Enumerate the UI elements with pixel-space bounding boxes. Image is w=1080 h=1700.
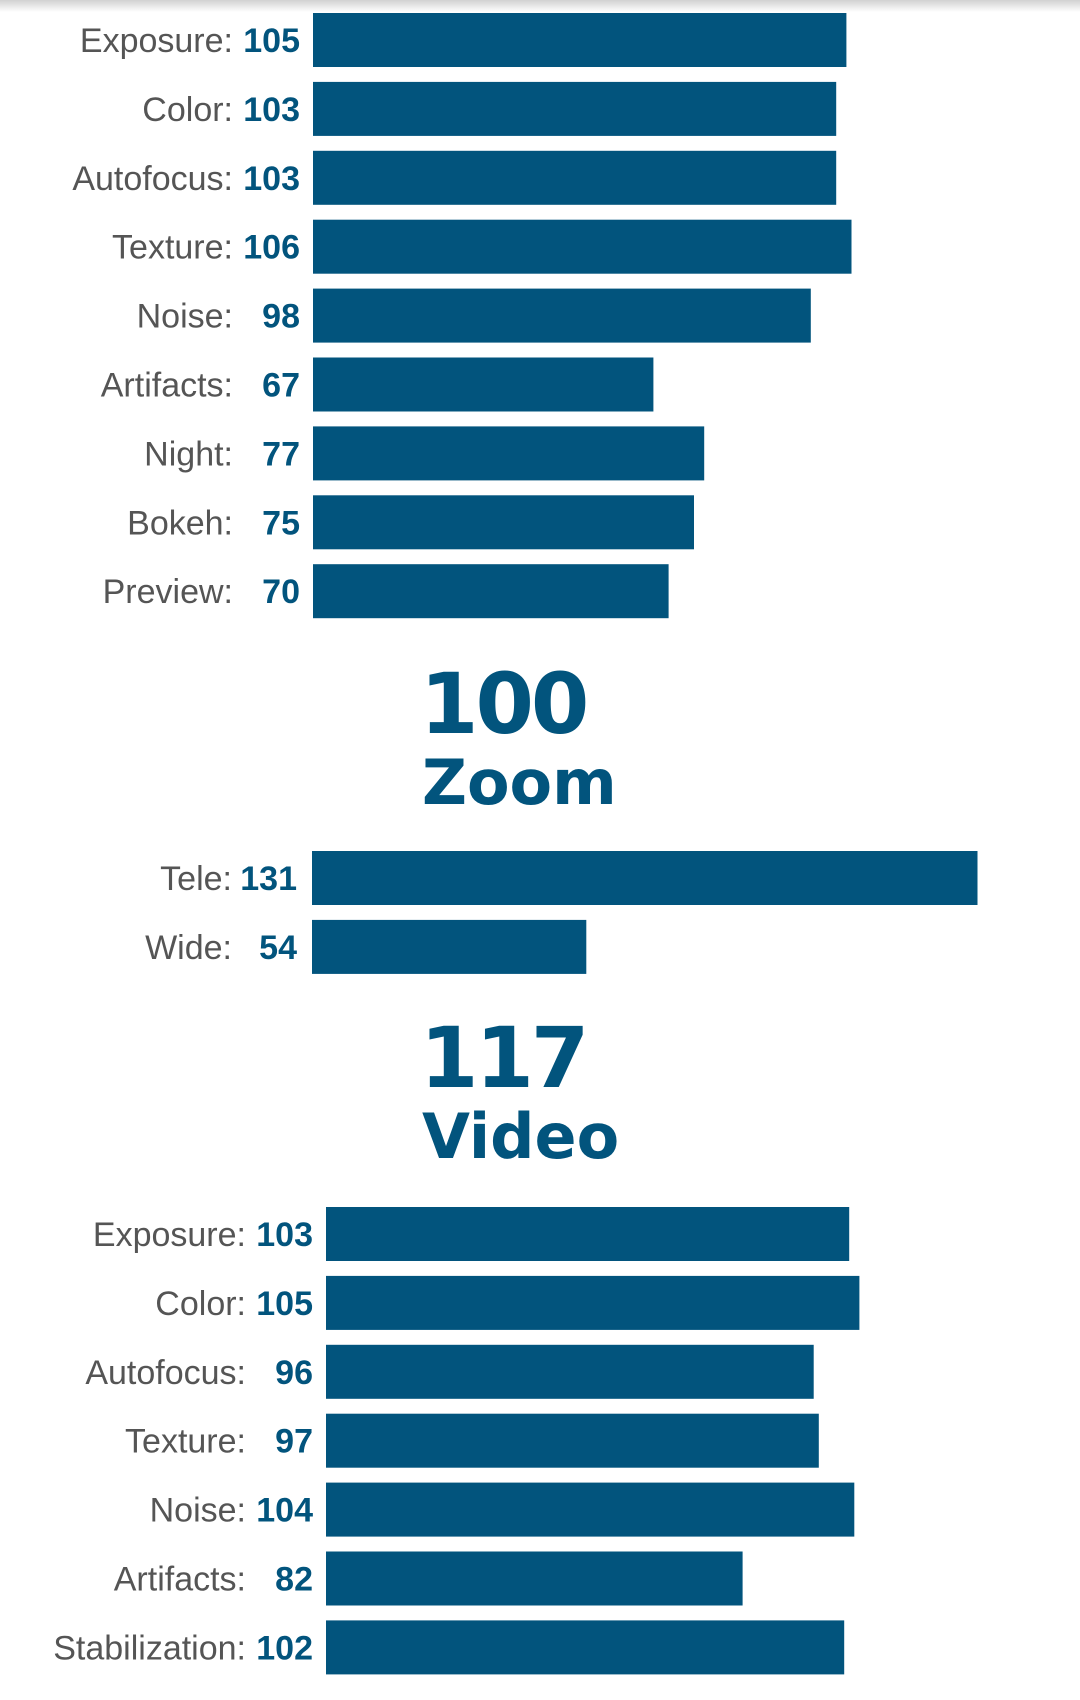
photo-bar-texture — [313, 219, 852, 274]
video-label-noise: Noise: — [150, 1492, 246, 1530]
video-bar-artifacts — [326, 1551, 743, 1606]
photo-value-color: 103 — [243, 91, 300, 129]
photo-value-bokeh: 75 — [262, 504, 300, 542]
video-bar-texture — [326, 1413, 819, 1468]
video-title: Video — [422, 1100, 619, 1173]
video-value-autofocus: 96 — [275, 1354, 313, 1392]
video-label-exposure: Exposure: — [93, 1216, 246, 1254]
video-bar-stabilization — [326, 1620, 845, 1675]
photo-bar-artifacts — [313, 357, 654, 412]
photo-label-artifacts: Artifacts: — [101, 367, 233, 405]
video-value-noise: 104 — [256, 1492, 313, 1530]
zoom-bar-wide — [312, 919, 587, 974]
video-label-stabilization: Stabilization: — [53, 1629, 246, 1667]
photo-bar-autofocus — [313, 150, 837, 205]
video-bar-noise — [326, 1482, 855, 1537]
zoom-label-tele: Tele: — [160, 860, 232, 898]
photo-value-noise: 98 — [262, 298, 300, 336]
video-bar-color — [326, 1275, 860, 1330]
video-value-stabilization: 102 — [256, 1629, 313, 1667]
photo-label-exposure: Exposure: — [80, 22, 233, 60]
photo-value-texture: 106 — [243, 229, 300, 267]
video-label-autofocus: Autofocus: — [85, 1354, 246, 1392]
video-subscores: Exposure: 103 Color: 105 Autofocus: 96 Texture… — [53, 1207, 860, 1675]
zoom-score: 100 — [420, 655, 586, 753]
photo-bar-exposure — [313, 13, 847, 67]
video-value-texture: 97 — [275, 1423, 313, 1461]
zoom-value-tele: 131 — [240, 860, 297, 898]
zoom-value-wide: 54 — [259, 929, 297, 967]
photo-value-exposure: 105 — [243, 22, 300, 60]
photo-label-texture: Texture: — [112, 229, 233, 267]
zoom-title: Zoom — [422, 746, 617, 819]
photo-value-night: 77 — [262, 435, 300, 473]
photo-label-preview: Preview: — [103, 573, 233, 611]
photo-value-autofocus: 103 — [243, 160, 300, 198]
video-value-artifacts: 82 — [275, 1561, 313, 1599]
photo-bar-color — [313, 81, 837, 136]
photo-bar-bokeh — [313, 495, 694, 550]
video-label-artifacts: Artifacts: — [114, 1561, 246, 1599]
video-bar-autofocus — [326, 1344, 814, 1399]
photo-bar-noise — [313, 288, 811, 343]
photo-label-night: Night: — [144, 435, 233, 473]
photo-label-noise: Noise: — [137, 298, 233, 336]
zoom-bar-tele — [312, 851, 978, 905]
video-label-color: Color: — [155, 1285, 246, 1323]
zoom-header: 100 Zoom — [420, 655, 617, 819]
photo-value-preview: 70 — [262, 573, 300, 611]
video-value-exposure: 103 — [256, 1216, 313, 1254]
photo-label-autofocus: Autofocus: — [72, 160, 233, 198]
photo-subscores: Exposure: 105 Color: 103 Autofocus: 103 Textur… — [72, 13, 852, 619]
video-bar-exposure — [326, 1207, 850, 1261]
video-value-color: 105 — [256, 1285, 313, 1323]
top-shadow — [0, 0, 1080, 12]
zoom-label-wide: Wide: — [145, 929, 232, 967]
photo-label-color: Color: — [142, 91, 233, 129]
photo-bar-preview — [313, 564, 669, 619]
photo-value-artifacts: 67 — [262, 367, 300, 405]
video-score: 117 — [420, 1009, 586, 1107]
video-label-texture: Texture: — [125, 1423, 246, 1461]
photo-bar-night — [313, 426, 705, 481]
video-header: 117 Video — [420, 1009, 619, 1173]
photo-label-bokeh: Bokeh: — [127, 504, 233, 542]
